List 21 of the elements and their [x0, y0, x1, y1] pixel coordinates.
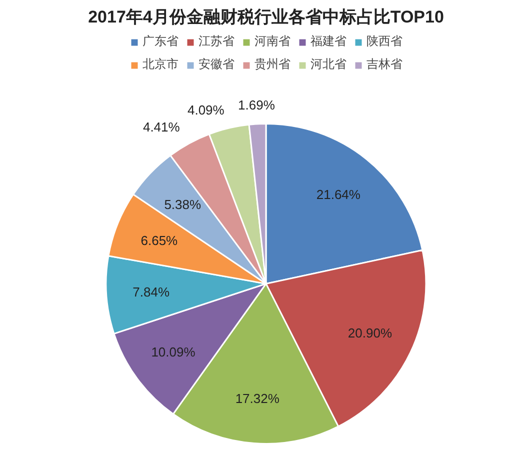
legend-label: 安徽省 — [198, 56, 234, 73]
data-label: 21.64% — [316, 186, 361, 202]
legend-label: 河南省 — [254, 33, 290, 50]
data-label: 17.32% — [235, 390, 280, 406]
legend-label: 河北省 — [310, 56, 346, 73]
legend-label: 福建省 — [310, 33, 346, 50]
data-label: 4.41% — [142, 119, 180, 134]
legend-label: 贵州省 — [254, 56, 290, 73]
legend-label: 北京市 — [142, 56, 178, 73]
data-label: 7.84% — [132, 284, 170, 300]
legend-label: 广东省 — [142, 33, 178, 50]
legend-label: 江苏省 — [198, 33, 234, 50]
chart-title: 2017年4月份金融财税行业各省中标占比TOP10 — [88, 8, 444, 26]
data-label: 5.38% — [164, 196, 202, 212]
legend-label: 吉林省 — [366, 56, 402, 73]
legend-label: 陕西省 — [366, 33, 402, 50]
data-label: 6.65% — [140, 233, 178, 248]
data-label: 1.69% — [238, 98, 276, 113]
data-label: 20.90% — [348, 326, 392, 341]
data-label: 10.09% — [151, 344, 196, 360]
data-label: 4.09% — [187, 102, 225, 118]
